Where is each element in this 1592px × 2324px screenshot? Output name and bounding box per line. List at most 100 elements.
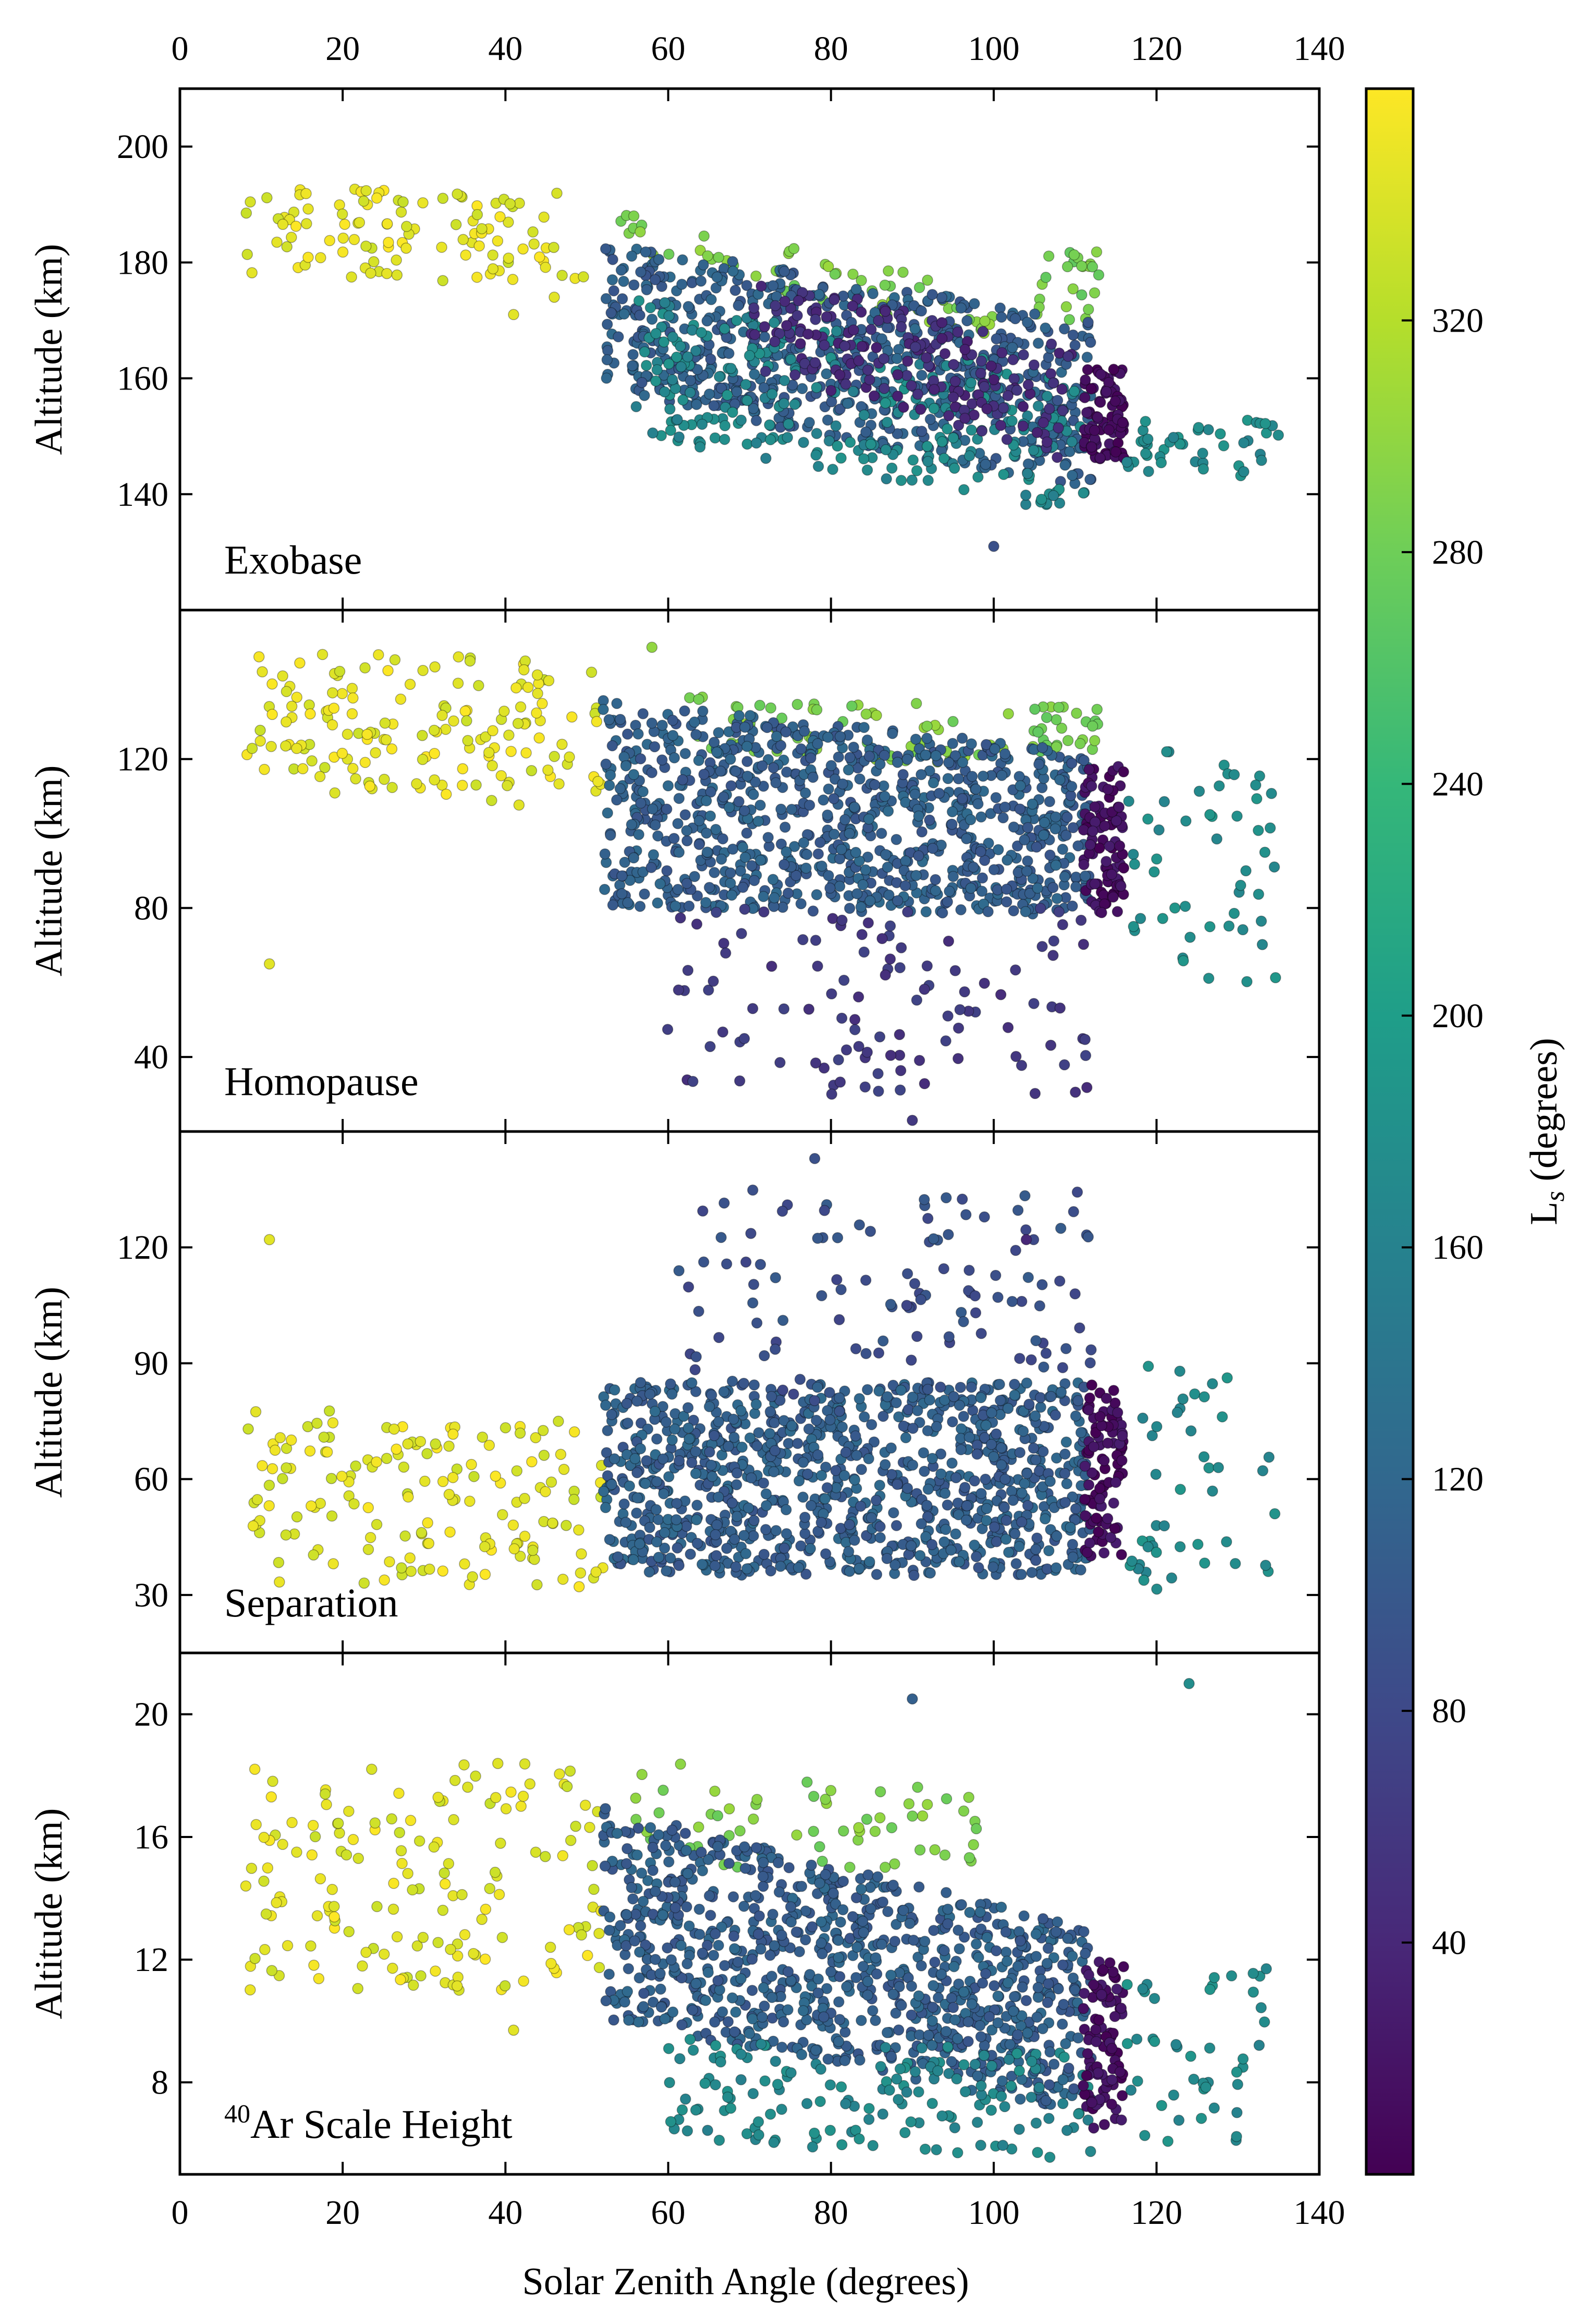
data-point	[451, 1980, 463, 1992]
data-point	[598, 1486, 610, 1497]
data-point	[780, 726, 792, 738]
data-point	[262, 1862, 274, 1874]
data-point	[1043, 403, 1055, 415]
data-point	[673, 1455, 685, 1467]
data-point	[681, 835, 693, 847]
data-point	[901, 370, 913, 381]
data-point	[1259, 846, 1271, 858]
data-point	[346, 683, 358, 694]
data-point	[726, 889, 738, 901]
data-point	[706, 1389, 718, 1401]
data-point	[391, 1443, 402, 1455]
data-point	[1142, 433, 1154, 445]
y-axis-label: Altitude (km)	[28, 1287, 70, 1498]
data-point	[1067, 1551, 1079, 1563]
data-point	[689, 1364, 701, 1376]
data-point	[1240, 865, 1252, 877]
data-point	[1014, 1446, 1026, 1458]
data-point	[834, 403, 846, 415]
data-point	[1067, 415, 1079, 427]
data-point	[395, 693, 407, 705]
scatter-points	[242, 1153, 1281, 1595]
data-point	[834, 369, 846, 381]
data-point	[329, 1901, 340, 1912]
data-point	[938, 1263, 950, 1274]
data-point	[895, 474, 907, 486]
data-point	[946, 1457, 958, 1469]
data-point	[864, 750, 875, 762]
data-point	[305, 1500, 317, 1512]
data-point	[749, 328, 761, 340]
data-point	[970, 1551, 982, 1563]
data-point	[640, 246, 651, 258]
data-point	[802, 1468, 813, 1480]
data-point	[880, 849, 892, 860]
data-point	[453, 651, 464, 663]
data-point	[799, 1512, 811, 1523]
data-point	[1088, 1441, 1100, 1453]
data-point	[819, 339, 830, 351]
data-point	[537, 1425, 549, 1437]
data-point	[995, 311, 1007, 323]
data-point	[689, 716, 700, 728]
data-point	[1099, 820, 1111, 832]
data-point	[876, 333, 888, 345]
data-point	[1263, 1451, 1275, 1463]
data-point	[748, 1813, 759, 1825]
data-point	[848, 324, 859, 336]
data-point	[663, 248, 675, 260]
data-point	[950, 375, 961, 387]
data-point	[1207, 1485, 1218, 1497]
data-point	[766, 960, 777, 972]
data-point	[576, 1929, 587, 1941]
data-point	[907, 1422, 919, 1434]
data-point	[1094, 452, 1106, 464]
data-point	[943, 757, 955, 769]
data-point	[758, 382, 770, 394]
data-point	[286, 700, 298, 712]
data-point	[396, 1562, 407, 1574]
data-point	[709, 1560, 721, 1572]
data-point	[839, 340, 850, 352]
data-point	[353, 1853, 364, 1864]
data-point	[452, 188, 463, 200]
data-point	[531, 669, 543, 681]
data-point	[395, 1845, 407, 1857]
data-point	[821, 368, 832, 380]
data-point	[644, 1522, 655, 1534]
data-point	[319, 1788, 331, 1800]
data-point	[738, 1530, 750, 1541]
data-point	[1203, 972, 1214, 984]
data-point	[880, 969, 891, 981]
data-point	[906, 1810, 918, 1822]
data-point	[788, 243, 800, 254]
data-point	[1023, 1398, 1035, 1410]
data-point	[1043, 2079, 1055, 2090]
data-point	[405, 1815, 417, 1827]
data-point	[950, 1472, 962, 1483]
data-point	[750, 415, 762, 427]
data-point	[246, 743, 258, 755]
data-point	[487, 263, 499, 275]
data-point	[955, 1423, 967, 1435]
data-point	[1138, 1574, 1150, 1586]
data-point	[781, 1528, 793, 1540]
data-point	[696, 1559, 708, 1570]
data-point	[842, 397, 854, 409]
data-point	[647, 1865, 659, 1876]
data-point	[1070, 1503, 1081, 1515]
data-point	[926, 1539, 938, 1550]
data-point	[290, 221, 302, 232]
data-point	[1193, 422, 1205, 433]
data-point	[726, 1376, 738, 1387]
data-point	[1250, 779, 1261, 791]
data-point	[804, 417, 815, 429]
data-point	[1007, 1494, 1019, 1506]
data-point	[369, 1817, 381, 1829]
data-point	[1272, 429, 1284, 441]
data-point	[1041, 391, 1053, 402]
data-point	[929, 1844, 941, 1856]
data-point	[1174, 1483, 1186, 1495]
data-point	[903, 1798, 915, 1810]
